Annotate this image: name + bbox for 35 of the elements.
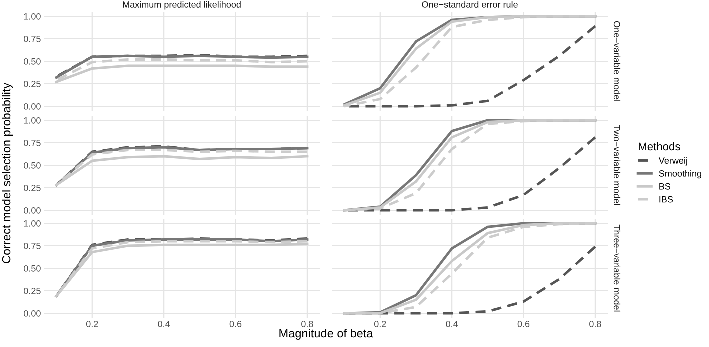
y-tick-label: 0.25 [24,288,41,294]
y-tick-label: 1.00 [24,13,41,20]
y-tick-label: 0.75 [24,242,41,250]
y-tick-label: 1.00 [24,117,41,124]
x-tick-label: 0.2 [374,321,386,328]
y-axis-title: Correct model selection probability [2,82,14,264]
y-tick-label: 0.00 [24,207,41,214]
x-tick-label: 0.8 [302,321,314,328]
x-tick-label: 0.4 [446,321,458,328]
x-tick-label: 0.6 [230,321,242,328]
y-tick-label: 0.25 [24,184,41,192]
text: Two−variable model [614,125,621,206]
legend-label: BS [660,183,671,190]
y-tick-label: 0.75 [24,140,41,146]
x-tick-label: 0.2 [86,321,98,328]
y-tick-label: 0.50 [24,265,41,272]
x-tick-label: 0.4 [158,321,170,328]
y-tick-label: 0.50 [24,162,41,169]
x-tick-label: 0.6 [518,321,530,328]
y-tick-label: 1.00 [24,220,41,227]
y-tick-label: 0.50 [24,58,41,65]
x-tick-label: 0.8 [590,321,602,328]
y-tick-label: 0.00 [24,103,41,110]
legend-title: Methods [639,142,680,151]
chart-title: Maximum predicted likelihood [123,1,241,10]
legend-label: IBS [660,196,674,203]
legend-label: Smoothing [659,170,702,179]
text: One−variable model [614,21,621,102]
legend-label: Verweij [658,157,688,166]
chart-title: One−standard error rule [422,1,518,8]
y-tick-label: 0.25 [24,80,41,88]
x-axis-title: Magnitude of beta [280,328,374,340]
text: Three−variable model [614,224,621,312]
y-tick-label: 0.00 [24,310,41,317]
y-tick-label: 0.75 [24,36,41,42]
